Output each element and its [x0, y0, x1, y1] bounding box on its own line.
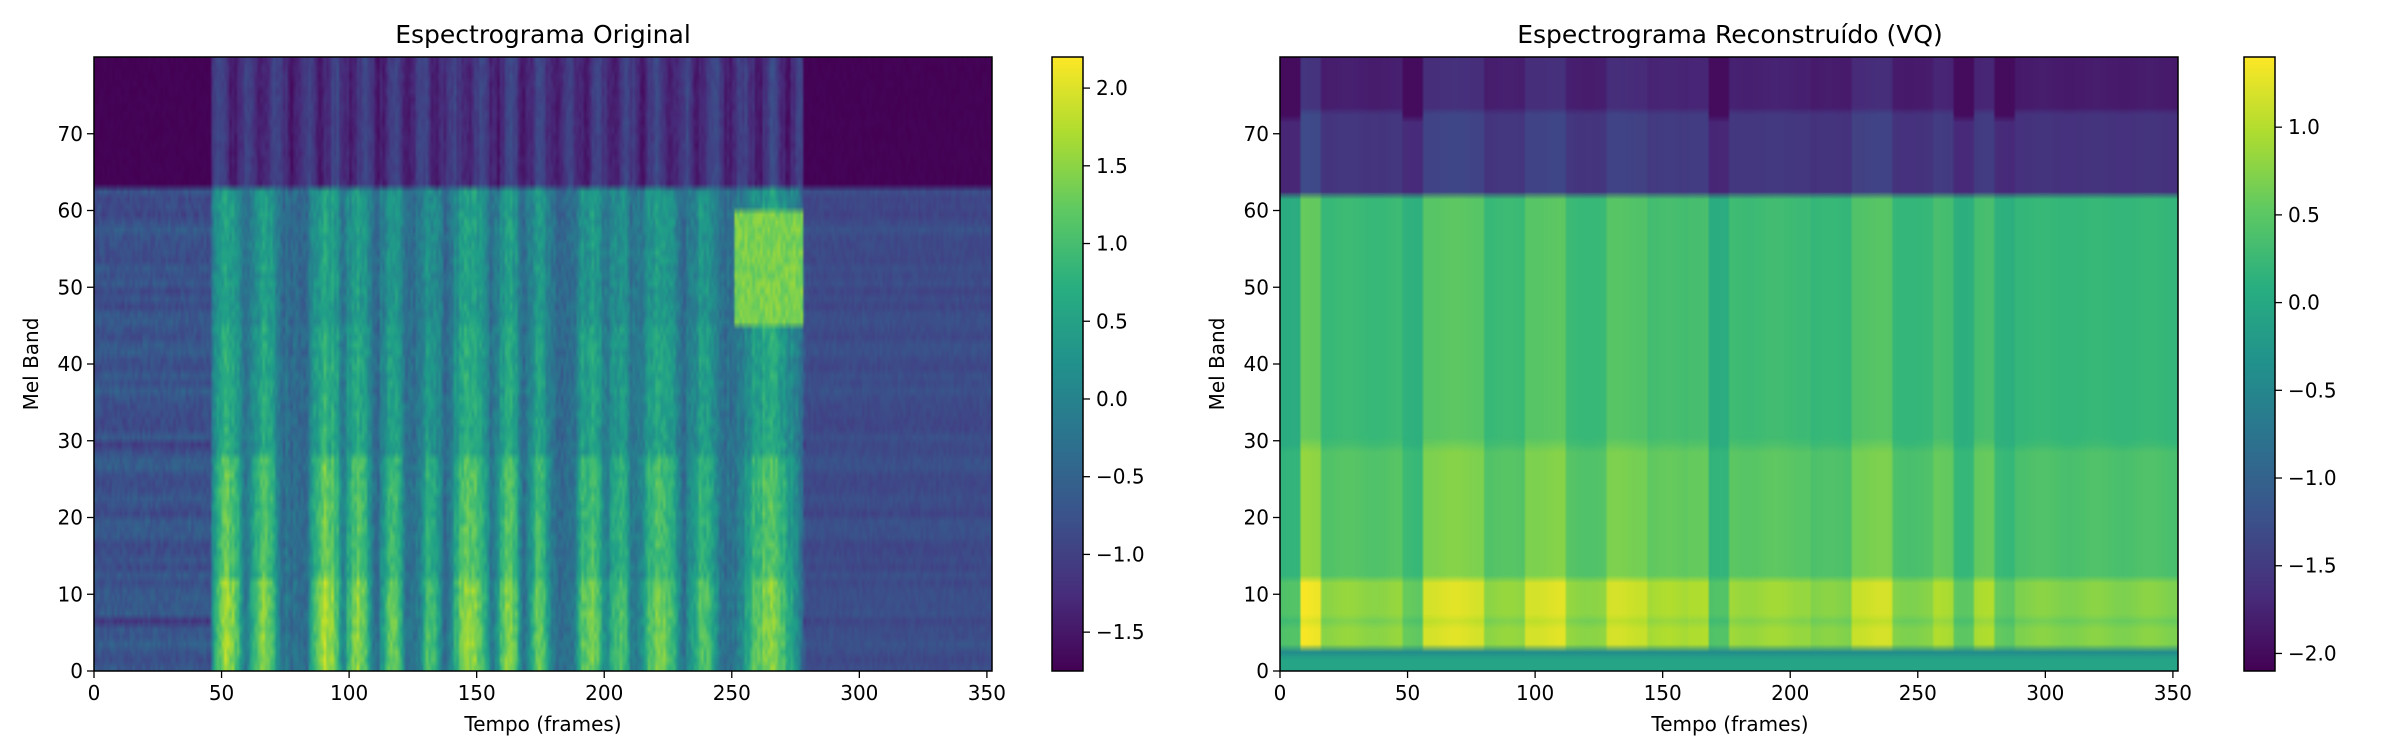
colorbar-tick-label: −2.0	[2288, 641, 2337, 665]
x-tick-label: 250	[1899, 681, 1937, 705]
y-tick-label: 0	[1256, 659, 1269, 683]
x-tick-label: 250	[713, 681, 751, 705]
y-tick-label: 60	[58, 199, 83, 223]
colorbar-tick-label: −0.5	[1096, 465, 1145, 489]
x-tick-label: 150	[458, 681, 496, 705]
y-axis-label-original: Mel Band	[19, 318, 43, 411]
x-tick-label: 300	[840, 681, 878, 705]
y-tick-label: 70	[58, 122, 83, 146]
x-tick-label: 0	[1274, 681, 1287, 705]
heatmap-original	[94, 57, 992, 671]
x-tick-label: 50	[209, 681, 234, 705]
colorbar-tick-label: −1.5	[1096, 620, 1145, 644]
colorbar-tick-label: −1.0	[1096, 542, 1145, 566]
axis-ticks-original: 0 50 100 150 200 250 300 350 0 10 20 30 40 50 60 70	[58, 122, 1006, 705]
y-tick-label: 50	[58, 275, 83, 299]
y-axis-label-reconstructed: Mel Band	[1205, 318, 1229, 411]
y-tick-label: 20	[58, 506, 83, 530]
heatmap-original-container	[94, 57, 992, 671]
x-tick-label: 0	[88, 681, 101, 705]
y-tick-label: 70	[1244, 122, 1269, 146]
colorbar-tick-label: 1.0	[1096, 232, 1128, 256]
panel-reconstructed: Espectrograma Reconstruído (VQ) 0 50 100 15…	[1205, 20, 2337, 736]
x-tick-label: 350	[968, 681, 1006, 705]
y-tick-label: 30	[1244, 429, 1269, 453]
y-tick-label: 10	[1244, 582, 1269, 606]
heatmap-reconstructed-container	[1280, 57, 2178, 671]
colorbar-tick-label: 1.5	[1096, 154, 1128, 178]
y-tick-label: 50	[1244, 275, 1269, 299]
x-tick-label: 150	[1644, 681, 1682, 705]
y-tick-label: 40	[1244, 352, 1269, 376]
x-tick-label: 50	[1395, 681, 1420, 705]
colorbar-tick-label: 0.0	[1096, 387, 1128, 411]
x-tick-label: 200	[585, 681, 623, 705]
colorbar-tick-label: 1.0	[2288, 115, 2320, 139]
colorbar-tick-label: −1.0	[2288, 466, 2337, 490]
colorbar-tick-label: 2.0	[1096, 76, 1128, 100]
x-tick-label: 200	[1771, 681, 1809, 705]
colorbar-ticks-original: −1.5 −1.0 −0.5 0.0 0.5 1.0 1.5 2.0	[1083, 76, 1145, 644]
y-tick-label: 60	[1244, 199, 1269, 223]
x-axis-label-original: Tempo (frames)	[463, 712, 621, 736]
chart-title-reconstructed: Espectrograma Reconstruído (VQ)	[1517, 20, 1943, 49]
colorbar-reconstructed	[2243, 56, 2276, 672]
y-tick-label: 20	[1244, 506, 1269, 530]
y-tick-label: 40	[58, 352, 83, 376]
x-tick-label: 350	[2154, 681, 2192, 705]
y-tick-label: 0	[70, 659, 83, 683]
y-tick-label: 10	[58, 582, 83, 606]
x-tick-label: 100	[330, 681, 368, 705]
colorbar-ticks-reconstructed: −2.0 −1.5 −1.0 −0.5 0.0 0.5 1.0	[2275, 115, 2337, 665]
colorbar-original	[1051, 56, 1084, 672]
y-tick-label: 30	[58, 429, 83, 453]
axis-ticks-reconstructed: 0 50 100 150 200 250 300 350 0 10 20 30 40 50 60 70	[1244, 122, 2192, 705]
colorbar-tick-label: 0.5	[2288, 203, 2320, 227]
colorbar-tick-label: −0.5	[2288, 378, 2337, 402]
x-axis-label-reconstructed: Tempo (frames)	[1650, 712, 1808, 736]
colorbar-tick-label: 0.0	[2288, 291, 2320, 315]
colorbar-tick-label: 0.5	[1096, 309, 1128, 333]
chart-title-original: Espectrograma Original	[395, 20, 691, 49]
colorbar-tick-label: −1.5	[2288, 554, 2337, 578]
x-tick-label: 300	[2026, 681, 2064, 705]
panel-original: Espectrograma Original 0 50 100 150 200 250 30…	[19, 20, 1145, 736]
x-tick-label: 100	[1516, 681, 1554, 705]
heatmap-reconstructed	[1280, 57, 2178, 671]
